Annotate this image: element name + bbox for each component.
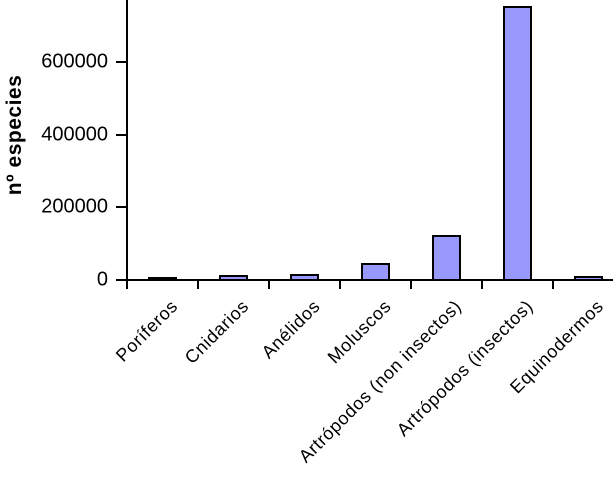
bar-cnidarios: [219, 275, 248, 281]
x-tick-label: Cnidarios: [180, 296, 253, 368]
x-tick-label: Artrópodos (insectos): [392, 296, 537, 441]
x-tick-mark: [339, 281, 341, 289]
y-tick-label: 200000: [41, 195, 108, 218]
y-tick-mark: [116, 60, 126, 63]
x-tick-mark: [552, 281, 554, 289]
x-tick-label: Moluscos: [323, 296, 395, 368]
bar-moluscos: [361, 263, 390, 281]
x-tick-label: Anélidos: [257, 296, 324, 363]
x-tick-mark: [268, 281, 270, 289]
y-tick-mark: [116, 206, 126, 209]
y-tick-label: 600000: [41, 50, 108, 73]
bar-artr-podos-insectos: [503, 6, 532, 281]
x-tick-label: Poríferos: [112, 296, 182, 366]
bar-por-feros: [148, 277, 177, 281]
bar-equinodermos: [574, 276, 603, 281]
x-tick-mark: [126, 281, 128, 289]
y-tick-mark: [116, 133, 126, 136]
y-tick-label: 0: [96, 268, 108, 291]
x-tick-mark: [481, 281, 483, 289]
y-axis-line: [126, 0, 128, 281]
y-tick-label: 400000: [41, 123, 108, 146]
x-tick-mark: [410, 281, 412, 289]
bar-artr-podos-non-insectos: [432, 235, 461, 281]
y-tick-mark: [116, 279, 126, 281]
x-tick-mark: [197, 281, 199, 289]
bar-an-lidos: [290, 274, 319, 281]
